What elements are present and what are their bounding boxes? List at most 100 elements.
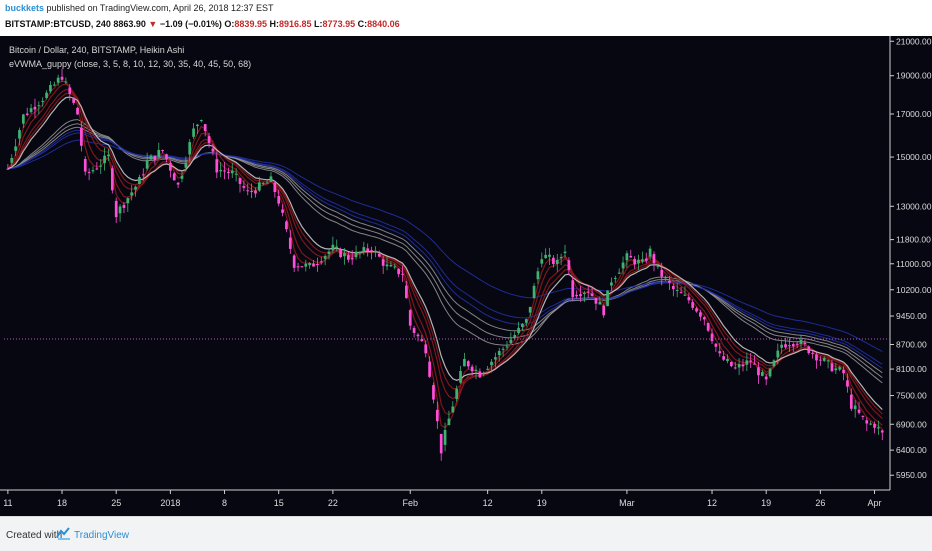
- candle-body: [517, 327, 520, 333]
- candle-body: [807, 346, 811, 354]
- candle-body: [590, 293, 594, 296]
- slow-ribbon-line: [7, 123, 883, 378]
- candle-body: [227, 171, 230, 174]
- candle-body: [223, 170, 226, 172]
- candle-body: [381, 259, 385, 266]
- y-tick-label: 13000.00: [896, 201, 932, 211]
- footer-bar: Created with TradingView: [0, 516, 932, 551]
- candle-body: [463, 358, 466, 367]
- candle-body: [385, 264, 389, 267]
- candle-body: [575, 294, 578, 297]
- candle-body: [234, 173, 238, 175]
- x-tick-label: Mar: [619, 498, 635, 508]
- candle-body: [323, 256, 327, 259]
- author-link[interactable]: buckkets: [5, 3, 45, 13]
- candle-body: [230, 170, 234, 174]
- candle-body: [610, 282, 613, 286]
- candle-body: [273, 182, 277, 192]
- candle-body: [180, 175, 184, 179]
- candle-body: [451, 406, 455, 413]
- price-chart[interactable]: 21000.00 19000.00 17000.00 15000.00 13000.00…: [0, 36, 932, 516]
- candle-body: [838, 367, 842, 370]
- candle-body: [478, 371, 482, 378]
- x-tick-label: 25: [111, 498, 121, 508]
- candle-body: [830, 363, 834, 372]
- candle-body: [505, 346, 509, 348]
- candle-body: [675, 289, 679, 291]
- candle-body: [579, 294, 582, 297]
- candle-body: [482, 372, 486, 374]
- candle-body: [652, 254, 656, 264]
- candle-body: [76, 107, 79, 115]
- last-price: 8863.90: [113, 19, 146, 29]
- x-tick-label: 8: [222, 498, 227, 508]
- candle-body: [401, 273, 404, 275]
- candle-body: [428, 361, 431, 377]
- candle-body: [424, 344, 428, 354]
- candle-body: [598, 301, 602, 305]
- candle-body: [764, 376, 768, 380]
- candle-body: [540, 259, 544, 264]
- candle-body: [691, 302, 695, 308]
- candle-body: [586, 291, 590, 293]
- x-tick-label: 22: [328, 498, 338, 508]
- slow-ribbon-line: [7, 132, 883, 365]
- candle-body: [521, 323, 524, 328]
- candle-body: [459, 371, 462, 383]
- candle-body: [397, 268, 400, 275]
- candle-body: [141, 174, 145, 176]
- candle-body: [25, 113, 29, 115]
- close-label: C:: [357, 19, 368, 29]
- candle-body: [335, 246, 339, 248]
- candle-body: [497, 350, 501, 356]
- symbol-legend: Bitcoin / Dollar, 240, BITSTAMP, Heikin …: [9, 45, 185, 55]
- candle-body: [377, 253, 381, 257]
- y-tick-label: 15000.00: [896, 152, 932, 162]
- y-axis-area: [890, 36, 932, 516]
- candle-body: [300, 266, 304, 268]
- candle-body: [87, 172, 91, 174]
- candle-body: [877, 427, 880, 429]
- candle-body: [21, 114, 25, 124]
- candle-body: [346, 255, 350, 260]
- candle-body: [157, 149, 161, 157]
- candle-body: [865, 420, 869, 424]
- candle-body: [412, 328, 416, 333]
- candle-body: [49, 85, 52, 92]
- candle-body: [296, 266, 300, 268]
- candle-body: [408, 310, 412, 326]
- candle-body: [350, 258, 354, 260]
- candle-body: [72, 98, 75, 103]
- candle-body: [219, 169, 223, 172]
- candle-body: [188, 142, 192, 155]
- candle-body: [853, 405, 857, 410]
- candle-body: [501, 348, 505, 350]
- y-tick-label: 19000.00: [896, 71, 932, 81]
- y-tick-label: 6900.00: [896, 419, 927, 429]
- candle-body: [532, 285, 536, 299]
- candle-body: [869, 423, 873, 425]
- x-tick-label: 19: [761, 498, 771, 508]
- candle-body: [733, 367, 737, 369]
- candle-body: [207, 136, 211, 143]
- candle-body: [126, 198, 130, 204]
- candle-body: [625, 253, 629, 261]
- y-tick-label: 8100.00: [896, 364, 927, 374]
- tradingview-brand[interactable]: TradingView: [74, 530, 130, 541]
- high-value: 8916.85: [278, 19, 312, 29]
- y-tick-label: 8700.00: [896, 339, 927, 349]
- quote-line: BITSTAMP:BTCUSD, 240 8863.90 ▼ −1.09 (−0…: [5, 19, 400, 29]
- candle-body: [435, 409, 439, 422]
- candle-body: [644, 258, 648, 261]
- chart-area[interactable]: 21000.00 19000.00 17000.00 15000.00 13000.00…: [0, 36, 932, 516]
- candle-body: [265, 182, 269, 184]
- low-value: 8773.95: [322, 19, 356, 29]
- candle-body: [339, 249, 342, 258]
- candle-body: [215, 159, 219, 173]
- candle-body: [617, 272, 621, 274]
- candle-body: [509, 339, 513, 344]
- candle-body: [110, 168, 114, 191]
- candle-body: [683, 294, 687, 296]
- candle-body: [122, 204, 126, 208]
- candle-body: [29, 108, 33, 113]
